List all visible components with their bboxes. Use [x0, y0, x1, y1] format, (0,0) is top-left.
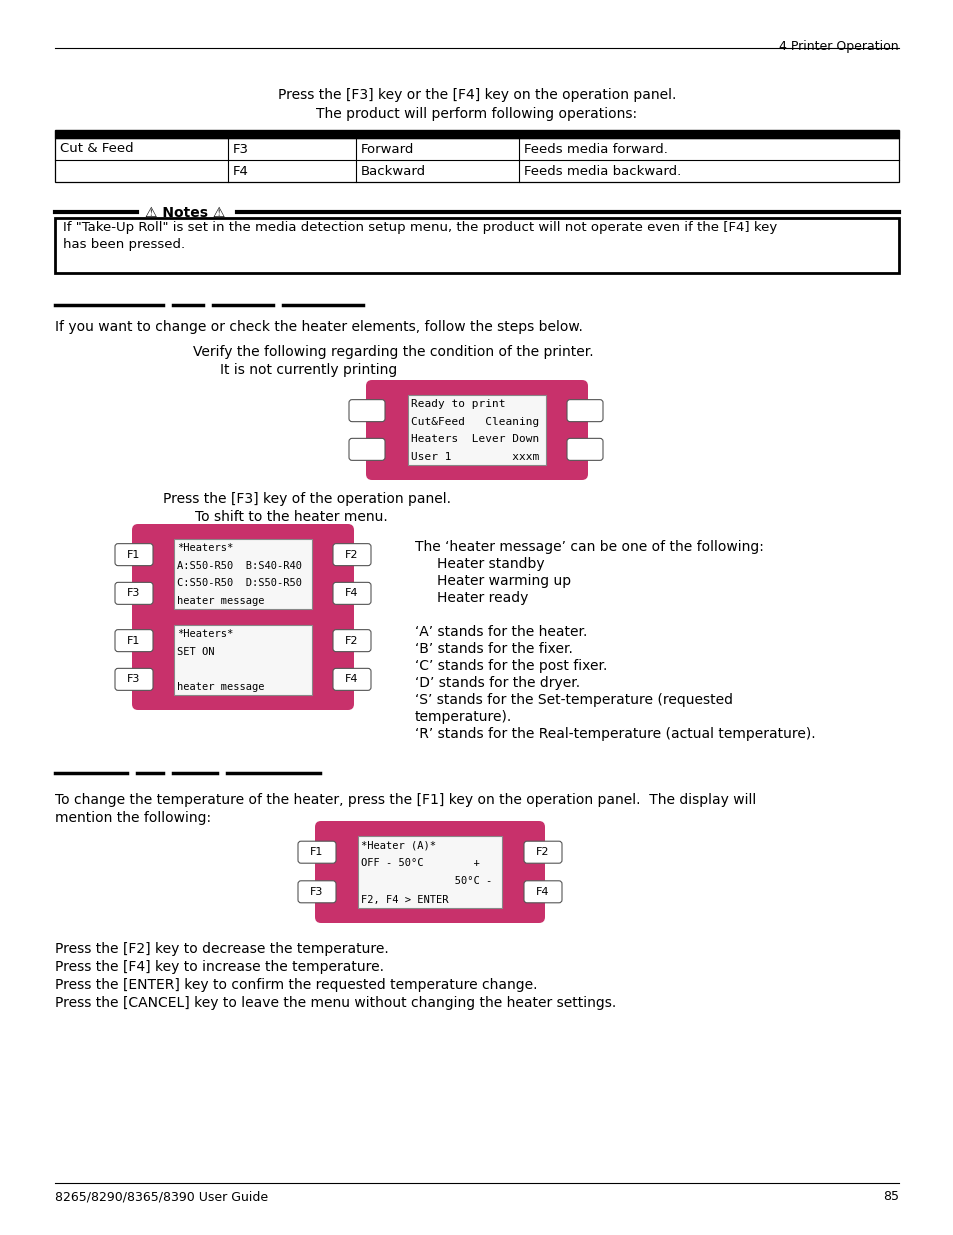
Text: F4: F4 — [345, 588, 358, 599]
Bar — [173, 625, 312, 695]
Text: 50°C -: 50°C - — [360, 877, 492, 887]
Text: mention the following:: mention the following: — [55, 811, 211, 825]
Text: Press the [F3] key of the operation panel.: Press the [F3] key of the operation pane… — [163, 492, 451, 506]
Text: ‘A’ stands for the heater.: ‘A’ stands for the heater. — [415, 625, 587, 638]
FancyBboxPatch shape — [333, 630, 371, 652]
Text: The product will perform following operations:: The product will perform following opera… — [316, 107, 637, 121]
Text: F4: F4 — [536, 887, 549, 897]
Bar — [55, 130, 898, 138]
Bar — [55, 219, 898, 273]
Bar — [55, 138, 898, 182]
Text: If you want to change or check the heater elements, follow the steps below.: If you want to change or check the heate… — [55, 320, 582, 333]
Text: F3: F3 — [233, 143, 249, 156]
Text: To shift to the heater menu.: To shift to the heater menu. — [194, 510, 387, 524]
Text: Press the [CANCEL] key to leave the menu without changing the heater settings.: Press the [CANCEL] key to leave the menu… — [55, 995, 616, 1010]
Text: Heaters  Lever Down: Heaters Lever Down — [411, 435, 538, 445]
Text: Ready to print: Ready to print — [411, 399, 505, 409]
Text: Verify the following regarding the condition of the printer.: Verify the following regarding the condi… — [193, 345, 593, 359]
Text: User 1         xxxm: User 1 xxxm — [411, 452, 538, 462]
Text: *Heaters*: *Heaters* — [176, 543, 233, 553]
FancyBboxPatch shape — [115, 630, 152, 652]
Text: C:S50-R50  D:S50-R50: C:S50-R50 D:S50-R50 — [176, 578, 301, 588]
Text: Cut&Feed   Cleaning: Cut&Feed Cleaning — [411, 416, 538, 427]
Text: F3: F3 — [127, 588, 140, 599]
FancyBboxPatch shape — [366, 380, 587, 480]
Text: ‘B’ stands for the fixer.: ‘B’ stands for the fixer. — [415, 642, 572, 656]
Text: Heater standby: Heater standby — [436, 557, 544, 571]
Text: F4: F4 — [345, 674, 358, 684]
Text: F3: F3 — [310, 887, 323, 897]
Text: F4: F4 — [233, 165, 249, 178]
Text: F2: F2 — [536, 847, 549, 857]
Text: Backward: Backward — [360, 165, 426, 178]
Text: F1: F1 — [127, 636, 140, 646]
FancyBboxPatch shape — [523, 841, 561, 863]
FancyBboxPatch shape — [349, 438, 385, 461]
FancyBboxPatch shape — [115, 583, 152, 604]
FancyBboxPatch shape — [333, 543, 371, 566]
FancyBboxPatch shape — [566, 438, 602, 461]
Text: Feeds media forward.: Feeds media forward. — [523, 143, 667, 156]
FancyBboxPatch shape — [115, 543, 152, 566]
Text: ‘C’ stands for the post fixer.: ‘C’ stands for the post fixer. — [415, 659, 607, 673]
Text: F2, F4 > ENTER: F2, F4 > ENTER — [360, 894, 448, 904]
Text: 8265/8290/8365/8390 User Guide: 8265/8290/8365/8390 User Guide — [55, 1191, 268, 1203]
Text: ‘D’ stands for the dryer.: ‘D’ stands for the dryer. — [415, 676, 579, 690]
Bar — [407, 395, 546, 466]
Text: A:S50-R50  B:S40-R40: A:S50-R50 B:S40-R40 — [176, 561, 301, 571]
FancyBboxPatch shape — [333, 583, 371, 604]
Text: heater message: heater message — [176, 682, 264, 692]
Text: Forward: Forward — [360, 143, 414, 156]
Text: has been pressed.: has been pressed. — [63, 238, 185, 251]
FancyBboxPatch shape — [115, 668, 152, 690]
Text: The ‘heater message’ can be one of the following:: The ‘heater message’ can be one of the f… — [415, 540, 763, 555]
FancyBboxPatch shape — [132, 610, 354, 710]
Bar — [357, 836, 501, 908]
Text: If "Take-Up Roll" is set in the media detection setup menu, the product will not: If "Take-Up Roll" is set in the media de… — [63, 221, 777, 233]
Text: F1: F1 — [310, 847, 323, 857]
Text: ‘R’ stands for the Real-temperature (actual temperature).: ‘R’ stands for the Real-temperature (act… — [415, 727, 815, 741]
FancyBboxPatch shape — [132, 524, 354, 624]
Text: OFF - 50°C        +: OFF - 50°C + — [360, 858, 479, 868]
Bar — [173, 538, 312, 609]
Text: F3: F3 — [127, 674, 140, 684]
FancyBboxPatch shape — [297, 841, 335, 863]
FancyBboxPatch shape — [349, 400, 385, 421]
Text: 85: 85 — [882, 1191, 898, 1203]
FancyBboxPatch shape — [523, 881, 561, 903]
FancyBboxPatch shape — [314, 821, 544, 923]
Text: To change the temperature of the heater, press the [F1] key on the operation pan: To change the temperature of the heater,… — [55, 793, 756, 806]
Text: Feeds media backward.: Feeds media backward. — [523, 165, 680, 178]
Text: Press the [F3] key or the [F4] key on the operation panel.: Press the [F3] key or the [F4] key on th… — [277, 88, 676, 103]
Text: SET ON: SET ON — [176, 647, 214, 657]
FancyBboxPatch shape — [566, 400, 602, 421]
Text: Cut & Feed: Cut & Feed — [60, 142, 133, 156]
Text: F2: F2 — [345, 550, 358, 559]
Text: Press the [F4] key to increase the temperature.: Press the [F4] key to increase the tempe… — [55, 960, 384, 974]
Text: heater message: heater message — [176, 597, 264, 606]
Text: It is not currently printing: It is not currently printing — [220, 363, 396, 377]
FancyBboxPatch shape — [333, 668, 371, 690]
Text: Heater warming up: Heater warming up — [436, 574, 571, 588]
Text: *Heater (A)*: *Heater (A)* — [360, 841, 436, 851]
Text: F1: F1 — [127, 550, 140, 559]
Text: Press the [ENTER] key to confirm the requested temperature change.: Press the [ENTER] key to confirm the req… — [55, 978, 537, 992]
Text: ⚠ Notes ⚠: ⚠ Notes ⚠ — [145, 206, 225, 220]
Text: Heater ready: Heater ready — [436, 592, 528, 605]
Text: F2: F2 — [345, 636, 358, 646]
FancyBboxPatch shape — [297, 881, 335, 903]
Text: ‘S’ stands for the Set-temperature (requested: ‘S’ stands for the Set-temperature (requ… — [415, 693, 732, 706]
Text: temperature).: temperature). — [415, 710, 512, 724]
Text: *Heaters*: *Heaters* — [176, 629, 233, 640]
Text: Press the [F2] key to decrease the temperature.: Press the [F2] key to decrease the tempe… — [55, 942, 388, 956]
Text: 4 Printer Operation: 4 Printer Operation — [779, 40, 898, 53]
